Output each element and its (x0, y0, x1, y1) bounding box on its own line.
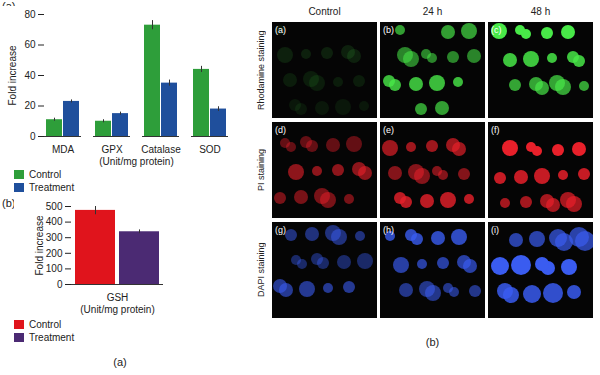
svg-text:100: 100 (46, 263, 63, 274)
svg-text:0: 0 (57, 279, 63, 290)
svg-text:(f): (f) (491, 125, 500, 135)
svg-text:MDA: MDA (52, 144, 75, 155)
html-text:Control: Control (29, 319, 62, 330)
svg-text:200: 200 (46, 248, 63, 259)
svg-text:(a): (a) (275, 25, 286, 35)
svg-text:80: 80 (24, 9, 36, 20)
svg-text:(h): (h) (383, 225, 394, 235)
html-text:(b): (b) (2, 197, 16, 209)
html-text:(a): (a) (113, 356, 127, 368)
html-text:Rhodamine staining: Rhodamine staining (256, 30, 266, 110)
svg-text:(i): (i) (491, 225, 499, 235)
html-text:Control: Control (308, 6, 341, 17)
html-text:DAPI staining: DAPI staining (256, 242, 266, 298)
html-text:PI staining: PI staining (256, 149, 266, 191)
svg-text:(g): (g) (275, 225, 286, 235)
svg-text:GPX: GPX (101, 144, 122, 155)
svg-text:(b): (b) (383, 25, 394, 35)
svg-text:500: 500 (46, 201, 63, 212)
html-text:(b): (b) (425, 336, 440, 348)
svg-text:(e): (e) (383, 125, 394, 135)
svg-text:300: 300 (46, 232, 63, 243)
html-text:Treatment: Treatment (29, 332, 75, 343)
svg-text:(Unit/mg protein): (Unit/mg protein) (99, 156, 173, 167)
svg-text:(Unit/mg protein): (Unit/mg protein) (80, 304, 154, 315)
svg-text:20: 20 (24, 100, 36, 111)
svg-text:Catalase: Catalase (141, 144, 181, 155)
html-text:24 h: 24 h (422, 6, 443, 17)
html-text:(a): (a) (2, 0, 16, 12)
svg-text:400: 400 (46, 216, 63, 227)
html-text:Control: Control (29, 169, 62, 180)
svg-text:Fold increase: Fold increase (34, 215, 45, 275)
svg-text:GSH: GSH (107, 292, 129, 303)
svg-text:SOD: SOD (199, 144, 221, 155)
svg-text:40: 40 (24, 70, 36, 81)
html-text:48 h: 48 h (530, 6, 551, 17)
svg-text:(c): (c) (491, 25, 502, 35)
svg-text:Fold increase: Fold increase (7, 45, 18, 105)
svg-text:(d): (d) (275, 125, 286, 135)
svg-text:60: 60 (24, 39, 36, 50)
svg-text:0: 0 (30, 131, 36, 142)
html-text:Treatment: Treatment (29, 182, 75, 193)
